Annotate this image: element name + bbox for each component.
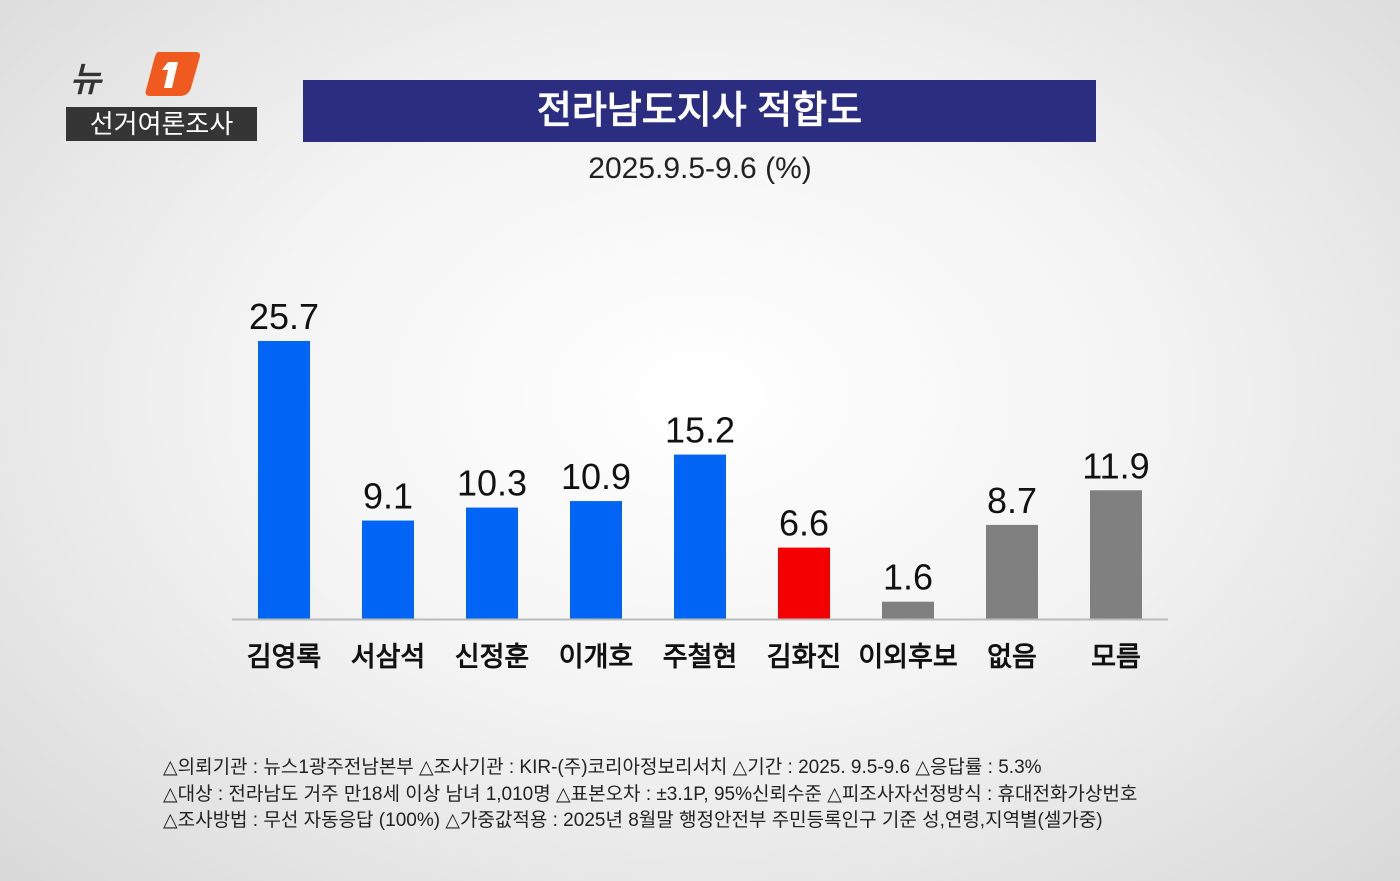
- bar: [258, 341, 310, 619]
- bar: [466, 507, 518, 619]
- data-label: 25.7: [249, 296, 319, 337]
- bar: [882, 601, 934, 619]
- data-label: 10.9: [561, 456, 631, 497]
- bar: [1090, 490, 1142, 619]
- data-label: 10.3: [457, 463, 527, 504]
- bar: [570, 501, 622, 619]
- footnote-line: △의뢰기관 : 뉴스1광주전남본부 △조사기관 : KIR-(주)코리아정보리서…: [163, 757, 1042, 778]
- chart-title: 전라남도지사 적합도: [303, 80, 1096, 142]
- category-label: 김영록: [247, 642, 322, 672]
- category-label: 신정훈: [455, 642, 530, 672]
- footnote-line: △조사방법 : 무선 자동응답 (100%) △가중값적용 : 2025년 8월…: [163, 810, 1103, 831]
- bar: [986, 524, 1038, 619]
- data-label: 1.6: [883, 557, 933, 598]
- data-label: 11.9: [1082, 445, 1149, 486]
- survey-footnote: △의뢰기관 : 뉴스1광주전남본부 △조사기관 : KIR-(주)코리아정보리서…: [163, 755, 1137, 835]
- chart-subtitle: 2025.9.5-9.6 (%): [588, 152, 812, 185]
- data-label: 8.7: [987, 480, 1037, 521]
- data-label: 9.1: [363, 476, 413, 517]
- category-label: 이개호: [559, 642, 634, 672]
- category-label: 없음: [987, 642, 1037, 672]
- data-label: 15.2: [665, 410, 735, 451]
- bar: [778, 547, 830, 619]
- category-label: 김화진: [767, 642, 842, 672]
- election-poll-badge: 선거여론조사: [66, 107, 257, 141]
- category-label: 모름: [1091, 642, 1141, 672]
- bar: [674, 454, 726, 619]
- bar: [362, 520, 414, 619]
- category-label: 이외후보: [858, 642, 957, 672]
- category-label: 주철현: [663, 642, 738, 672]
- category-label: 서삼석: [351, 642, 426, 672]
- data-label: 6.6: [779, 503, 829, 544]
- logo-one-mark: [145, 52, 200, 96]
- footnote-line: △대상 : 전라남도 거주 만18세 이상 남녀 1,010명 △표본오차 : …: [163, 783, 1138, 805]
